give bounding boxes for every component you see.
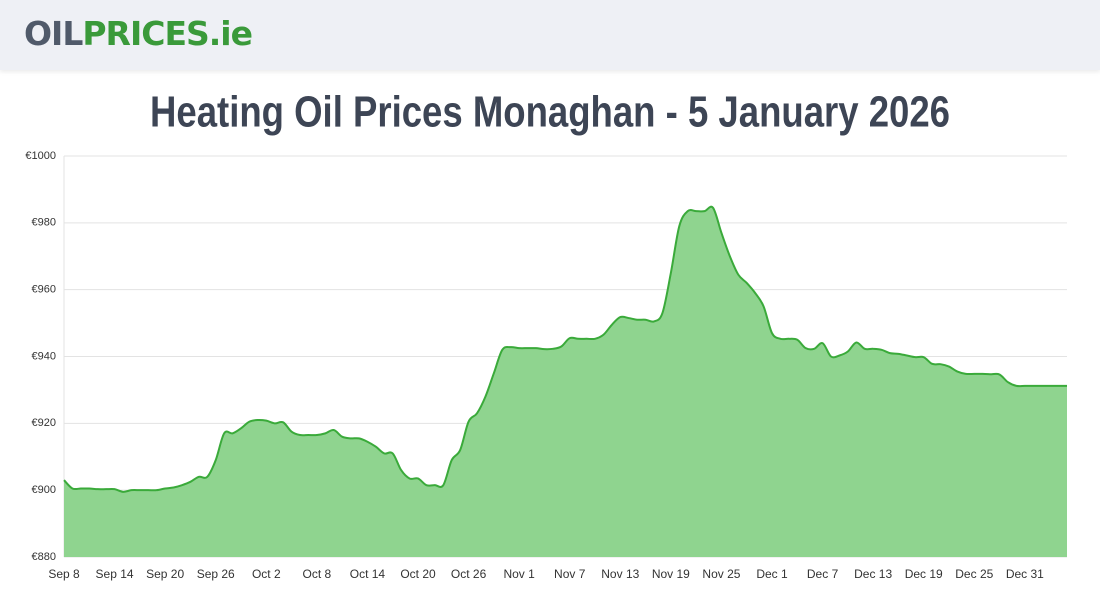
x-tick-label: Oct 2 bbox=[252, 567, 281, 581]
logo-text: OIL bbox=[24, 14, 83, 53]
x-tick-label: Sep 26 bbox=[197, 567, 235, 581]
logo[interactable]: OILPRICES.ie bbox=[24, 14, 253, 53]
x-tick-label: Oct 20 bbox=[400, 567, 436, 581]
y-tick-label: €1000 bbox=[25, 150, 56, 162]
x-tick-label: Sep 14 bbox=[96, 567, 134, 581]
logo-text: PRICES bbox=[82, 14, 209, 53]
x-tick-label: Nov 1 bbox=[503, 567, 535, 581]
y-tick-label: €940 bbox=[32, 350, 56, 362]
y-tick-label: €960 bbox=[32, 284, 56, 296]
x-tick-label: Nov 19 bbox=[652, 567, 690, 581]
chart: Heating Oil Prices Monaghan - 5 January … bbox=[25, 88, 1068, 581]
x-tick-label: Nov 13 bbox=[601, 567, 639, 581]
x-tick-label: Dec 31 bbox=[1006, 567, 1044, 581]
x-tick-label: Sep 20 bbox=[146, 567, 184, 581]
chart-title: Heating Oil Prices Monaghan - 5 January … bbox=[150, 88, 950, 137]
x-tick-label: Dec 7 bbox=[807, 567, 839, 581]
y-tick-label: €880 bbox=[32, 551, 56, 563]
x-tick-label: Nov 7 bbox=[554, 567, 586, 581]
header: OILPRICES.ie bbox=[0, 0, 1100, 70]
x-tick-label: Dec 25 bbox=[955, 567, 993, 581]
x-tick-label: Sep 8 bbox=[48, 567, 80, 581]
x-tick-label: Dec 13 bbox=[854, 567, 892, 581]
x-tick-label: Oct 26 bbox=[451, 567, 487, 581]
y-tick-label: €920 bbox=[32, 417, 56, 429]
y-tick-label: €900 bbox=[32, 484, 56, 496]
y-tick-label: €980 bbox=[32, 217, 56, 229]
x-tick-label: Oct 8 bbox=[303, 567, 332, 581]
x-tick-label: Dec 19 bbox=[905, 567, 943, 581]
line bbox=[63, 205, 1068, 493]
x-tick-label: Oct 14 bbox=[350, 567, 386, 581]
logo-text: .ie bbox=[208, 14, 253, 53]
area bbox=[64, 206, 1067, 557]
x-tick-label: Nov 25 bbox=[702, 567, 740, 581]
x-tick-label: Dec 1 bbox=[756, 567, 788, 581]
